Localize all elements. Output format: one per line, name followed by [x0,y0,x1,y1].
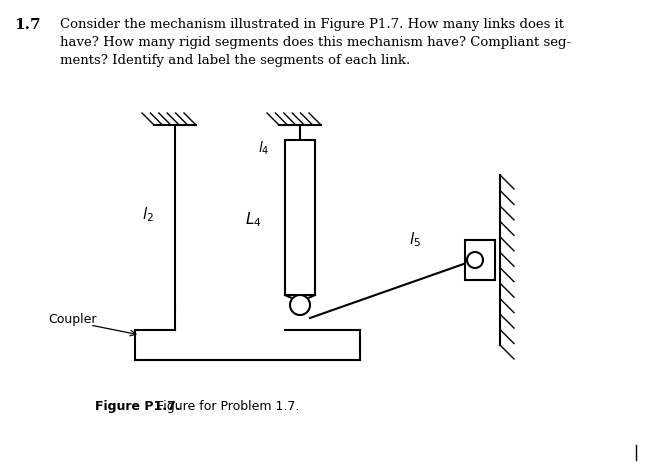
Text: 1.7: 1.7 [14,18,41,32]
Text: Consider the mechanism illustrated in Figure P1.7. How many links does it
have? : Consider the mechanism illustrated in Fi… [60,18,571,67]
Bar [285,140,315,295]
Text: $\it{l}$$_4$: $\it{l}$$_4$ [259,139,270,156]
Text: $\it{l}$$_2$: $\it{l}$$_2$ [142,206,154,225]
Text: $\it{l}$$_5$: $\it{l}$$_5$ [409,231,421,250]
Text: Coupler: Coupler [48,313,97,326]
Circle shape [290,295,310,315]
Text: Figure for Problem 1.7.: Figure for Problem 1.7. [153,400,299,413]
Text: Figure P1.7.: Figure P1.7. [95,400,180,413]
Circle shape [467,252,483,268]
Text: $\it{L}$$_4$: $\it{L}$$_4$ [245,211,262,229]
Bar [465,240,495,280]
